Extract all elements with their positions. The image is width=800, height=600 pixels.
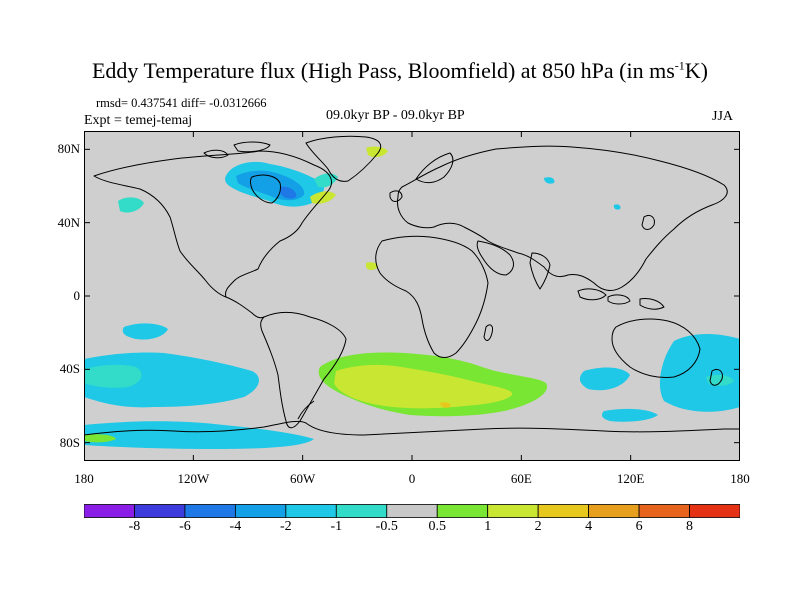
colorbar-box-10 bbox=[588, 504, 640, 518]
colorbar-label: -8 bbox=[128, 519, 141, 534]
contour-tasman bbox=[659, 334, 740, 412]
coast-borneo bbox=[607, 294, 631, 305]
colorbar-label: 6 bbox=[635, 519, 643, 534]
contour-labrador bbox=[314, 173, 338, 188]
period-label: 09.0kyr BP - 09.0kyr BP bbox=[326, 108, 465, 123]
contour-orange-spot bbox=[440, 402, 451, 408]
lon-label-180: 180 bbox=[730, 471, 750, 486]
coast-new-zealand bbox=[709, 368, 723, 386]
colorbar-box-3 bbox=[234, 504, 287, 518]
lon-label-180: 180 bbox=[74, 471, 94, 486]
axis-ticks bbox=[84, 131, 740, 461]
colorbar-box-6 bbox=[386, 504, 438, 518]
contour-north-pacific bbox=[118, 197, 144, 213]
colorbar-label: 1 bbox=[484, 519, 492, 534]
contour-antarctic-pacific bbox=[84, 421, 314, 449]
coast-new-guinea bbox=[639, 298, 665, 310]
colorbar-label: -4 bbox=[229, 519, 242, 534]
contour-fills bbox=[84, 146, 740, 449]
colorbar-box-0 bbox=[84, 504, 135, 518]
lon-label-60E: 60E bbox=[510, 471, 532, 486]
colorbar bbox=[84, 504, 740, 518]
coast-africa bbox=[375, 235, 489, 358]
season-label: JJA bbox=[712, 109, 734, 124]
colorbar-box-9 bbox=[537, 504, 590, 518]
colorbar-label: 8 bbox=[686, 519, 694, 534]
lon-label-120E: 120E bbox=[616, 471, 645, 486]
coastlines bbox=[84, 135, 740, 436]
contour-japan bbox=[613, 204, 621, 210]
coast-madagascar bbox=[483, 324, 493, 341]
colorbar-label: -6 bbox=[179, 519, 191, 534]
lat-label-80N: 80N bbox=[57, 141, 80, 157]
coast-central-america bbox=[225, 296, 265, 319]
colorbar-box-5 bbox=[335, 504, 388, 518]
coast-antarctic-peninsula bbox=[297, 400, 315, 420]
colorbar-box-2 bbox=[184, 504, 236, 518]
lon-label-60W: 60W bbox=[290, 471, 316, 486]
colorbar-label: 0.5 bbox=[428, 519, 446, 534]
lat-label-80S: 80S bbox=[59, 434, 80, 450]
stats-text: rmsd= 0.437541 diff= -0.0312666 bbox=[96, 96, 267, 110]
contour-southern-ocean-east bbox=[602, 408, 658, 422]
colorbar-box-4 bbox=[285, 504, 337, 518]
colorbar-label: -0.5 bbox=[375, 519, 398, 534]
coast-eurasia bbox=[397, 145, 728, 291]
lon-label-0: 0 bbox=[408, 471, 416, 486]
colorbar-label: -2 bbox=[280, 519, 292, 534]
coast-scandinavia bbox=[415, 152, 454, 184]
contour-indian-ocean bbox=[579, 367, 630, 391]
lat-label-40N: 40N bbox=[57, 214, 80, 230]
title-superscript: -1 bbox=[674, 58, 685, 73]
colorbar-label: -1 bbox=[330, 519, 343, 534]
coast-antarctica bbox=[84, 420, 740, 436]
coast-british-isles bbox=[389, 190, 403, 202]
coast-north-america bbox=[93, 150, 332, 298]
experiment-label: Expt = temej-temaj bbox=[84, 113, 193, 128]
chart-title: Eddy Temperature flux (High Pass, Bloomf… bbox=[0, 58, 800, 84]
colorbar-label: 2 bbox=[534, 519, 542, 534]
colorbar-box-1 bbox=[134, 504, 186, 518]
coast-india bbox=[529, 252, 551, 290]
lat-label-0: 0 bbox=[73, 288, 81, 303]
coast-japan bbox=[641, 214, 655, 230]
contour-west-africa bbox=[366, 262, 378, 270]
colorbar-box-12 bbox=[689, 504, 740, 518]
coast-hudson-bay bbox=[250, 174, 281, 204]
colorbar-box-7 bbox=[436, 504, 489, 518]
world-map bbox=[84, 131, 740, 461]
contour-greenland bbox=[366, 146, 388, 158]
coast-arctic-islands bbox=[233, 141, 271, 153]
colorbar-box-11 bbox=[638, 504, 690, 518]
contour-siberia bbox=[544, 177, 555, 184]
coast-australia bbox=[611, 318, 701, 378]
colorbar-label: 4 bbox=[585, 519, 593, 534]
contour-green-ross bbox=[84, 434, 116, 443]
title-tail: K) bbox=[684, 58, 708, 83]
coast-arctic-island-2 bbox=[203, 149, 229, 159]
contour-yellow-south-atlantic bbox=[334, 364, 513, 409]
title-text: Eddy Temperature flux (High Pass, Bloomf… bbox=[91, 58, 675, 83]
colorbar-box-8 bbox=[487, 504, 539, 518]
contour-teal-south-pacific bbox=[84, 364, 142, 388]
lon-label-120W: 120W bbox=[177, 471, 210, 486]
contour-south-pacific-patch bbox=[122, 323, 168, 340]
coast-greenland bbox=[305, 135, 382, 182]
contour-new-zealand bbox=[706, 374, 734, 386]
contour-darkblue-hudson bbox=[280, 186, 297, 199]
lat-label-40S: 40S bbox=[59, 361, 80, 377]
coast-sumatra bbox=[577, 288, 607, 301]
coast-arabia bbox=[476, 240, 514, 276]
